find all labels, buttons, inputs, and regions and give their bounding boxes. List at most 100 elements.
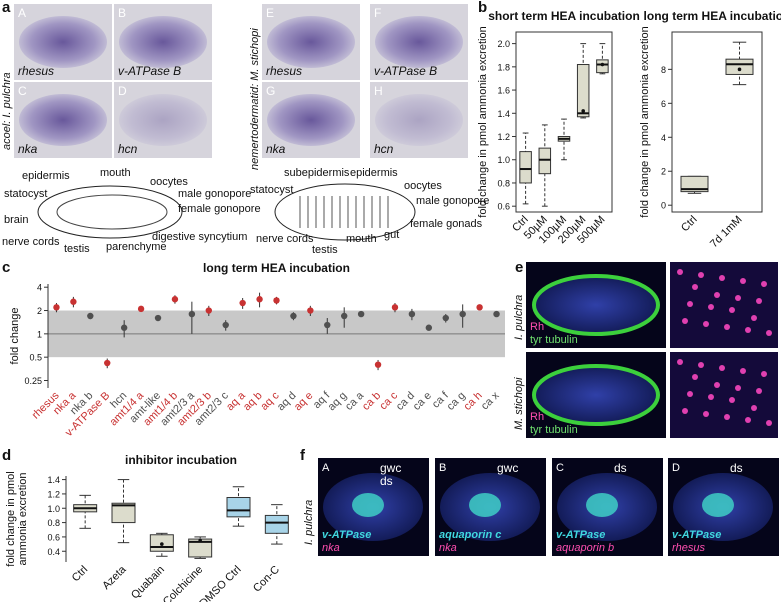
diagram-outline: [274, 183, 416, 241]
y-tick-label: 6: [661, 99, 666, 109]
box: [725, 58, 754, 75]
signal: [687, 391, 693, 397]
mean: [600, 62, 605, 67]
y-axis-label: fold change in pmol: [5, 471, 17, 566]
callout: ds: [380, 474, 393, 488]
y-tick-label: 1.2: [497, 132, 510, 142]
point: [476, 304, 483, 311]
point: [357, 310, 365, 318]
y-tick-label: 0.5: [29, 353, 42, 363]
image-letter: C: [18, 84, 27, 98]
point: [493, 310, 500, 318]
point: [408, 310, 416, 318]
point: [70, 298, 77, 305]
specimen: [267, 16, 355, 68]
image-letter: C: [556, 462, 564, 474]
y-tick-label: 1: [37, 329, 42, 339]
signal: [740, 278, 746, 284]
y-tick-label: 2: [661, 167, 666, 177]
plot-frame: [515, 31, 613, 213]
box: [111, 502, 136, 524]
x-tick-label: 7d 1mM: [708, 214, 745, 251]
signal: [761, 371, 767, 377]
signal: [766, 330, 772, 336]
callout: gwc: [380, 461, 401, 475]
diagram-label: nerve cords: [256, 233, 314, 245]
signal: [751, 315, 757, 321]
diagram-label: gut: [384, 229, 399, 241]
specimen: [532, 274, 660, 336]
image-letter: H: [374, 84, 383, 98]
zoom-image: [670, 352, 778, 438]
signal: [735, 385, 741, 391]
signal: [756, 388, 762, 394]
probe-label: aquaporin c: [439, 529, 501, 541]
box: [680, 175, 709, 193]
diagram-label: female gonads: [410, 218, 483, 230]
signal: [708, 304, 714, 310]
signal: [714, 382, 720, 388]
diagram-label: statocyst: [4, 188, 47, 200]
point: [256, 296, 263, 303]
mean: [737, 67, 742, 72]
diagram-label: mouth: [100, 167, 131, 179]
y-tick-label: 1.0: [47, 504, 60, 514]
diagram-label: brain: [4, 214, 28, 226]
diagram-label: epidermis: [22, 170, 70, 182]
x-tick-label: Quabain: [129, 564, 167, 602]
y-tick-label: 0.25: [24, 376, 42, 386]
diagram-label: mouth: [346, 233, 377, 245]
signal: [751, 405, 757, 411]
diagram-label: parenchyme: [106, 241, 167, 253]
panel-label: c: [2, 259, 10, 276]
diagram-label: testis: [64, 243, 90, 255]
y-axis-label: fold change in pmol ammonia excretion: [477, 26, 489, 217]
point: [104, 359, 111, 367]
diagram-label: testis: [312, 244, 338, 256]
y-tick-label: 0.8: [497, 178, 510, 188]
specimen: [119, 94, 207, 146]
x-tick-label: DMSO Ctrl: [198, 564, 244, 602]
box: [538, 147, 552, 175]
panel-label: d: [2, 447, 11, 464]
point: [205, 307, 212, 314]
diagram-label: oocytes: [404, 180, 442, 192]
box: [226, 497, 251, 518]
y-tick-label: 0.6: [497, 202, 510, 212]
y-tick-label: 4: [37, 283, 42, 293]
x-tick-label: Con-C: [251, 564, 282, 595]
diagram-label: digestive syncytium: [152, 231, 247, 243]
zoom-image: [670, 262, 778, 348]
specimen: [375, 16, 463, 68]
y-tick-label: 1.0: [497, 155, 510, 165]
y-tick-label: 4: [661, 133, 666, 143]
chart-title: long term HEA incubation: [644, 9, 781, 23]
probe-label: v-ATPase: [556, 529, 605, 541]
species-label: I. pulchra: [513, 295, 525, 340]
diagram-label: epidermis: [350, 167, 398, 179]
image-letter: F: [374, 6, 381, 20]
image-letter: A: [322, 462, 330, 474]
y-tick-label: 8: [661, 65, 666, 75]
point: [137, 305, 145, 313]
point: [374, 361, 382, 368]
y-axis-label: ammonia excretion: [17, 473, 29, 566]
signal: [586, 493, 618, 517]
image-letter: D: [672, 462, 680, 474]
y-tick-label: 0: [661, 201, 666, 211]
x-tick-label: Azeta: [100, 563, 129, 592]
gene-label: v-ATPase B: [118, 64, 181, 78]
probe-label: nka: [322, 542, 340, 554]
gene-label: hcn: [118, 142, 138, 156]
diagram-label: statocyst: [250, 184, 293, 196]
diagram-inner: [56, 194, 168, 230]
stain-label: Rh: [530, 411, 544, 423]
specimen: [19, 16, 107, 68]
mean: [581, 109, 585, 113]
image-letter: B: [439, 462, 446, 474]
point: [425, 324, 433, 331]
image-letter: D: [118, 84, 127, 98]
species-label: M. stichopi: [513, 377, 525, 430]
signal: [352, 493, 384, 517]
diagram-label: oocytes: [150, 176, 188, 188]
